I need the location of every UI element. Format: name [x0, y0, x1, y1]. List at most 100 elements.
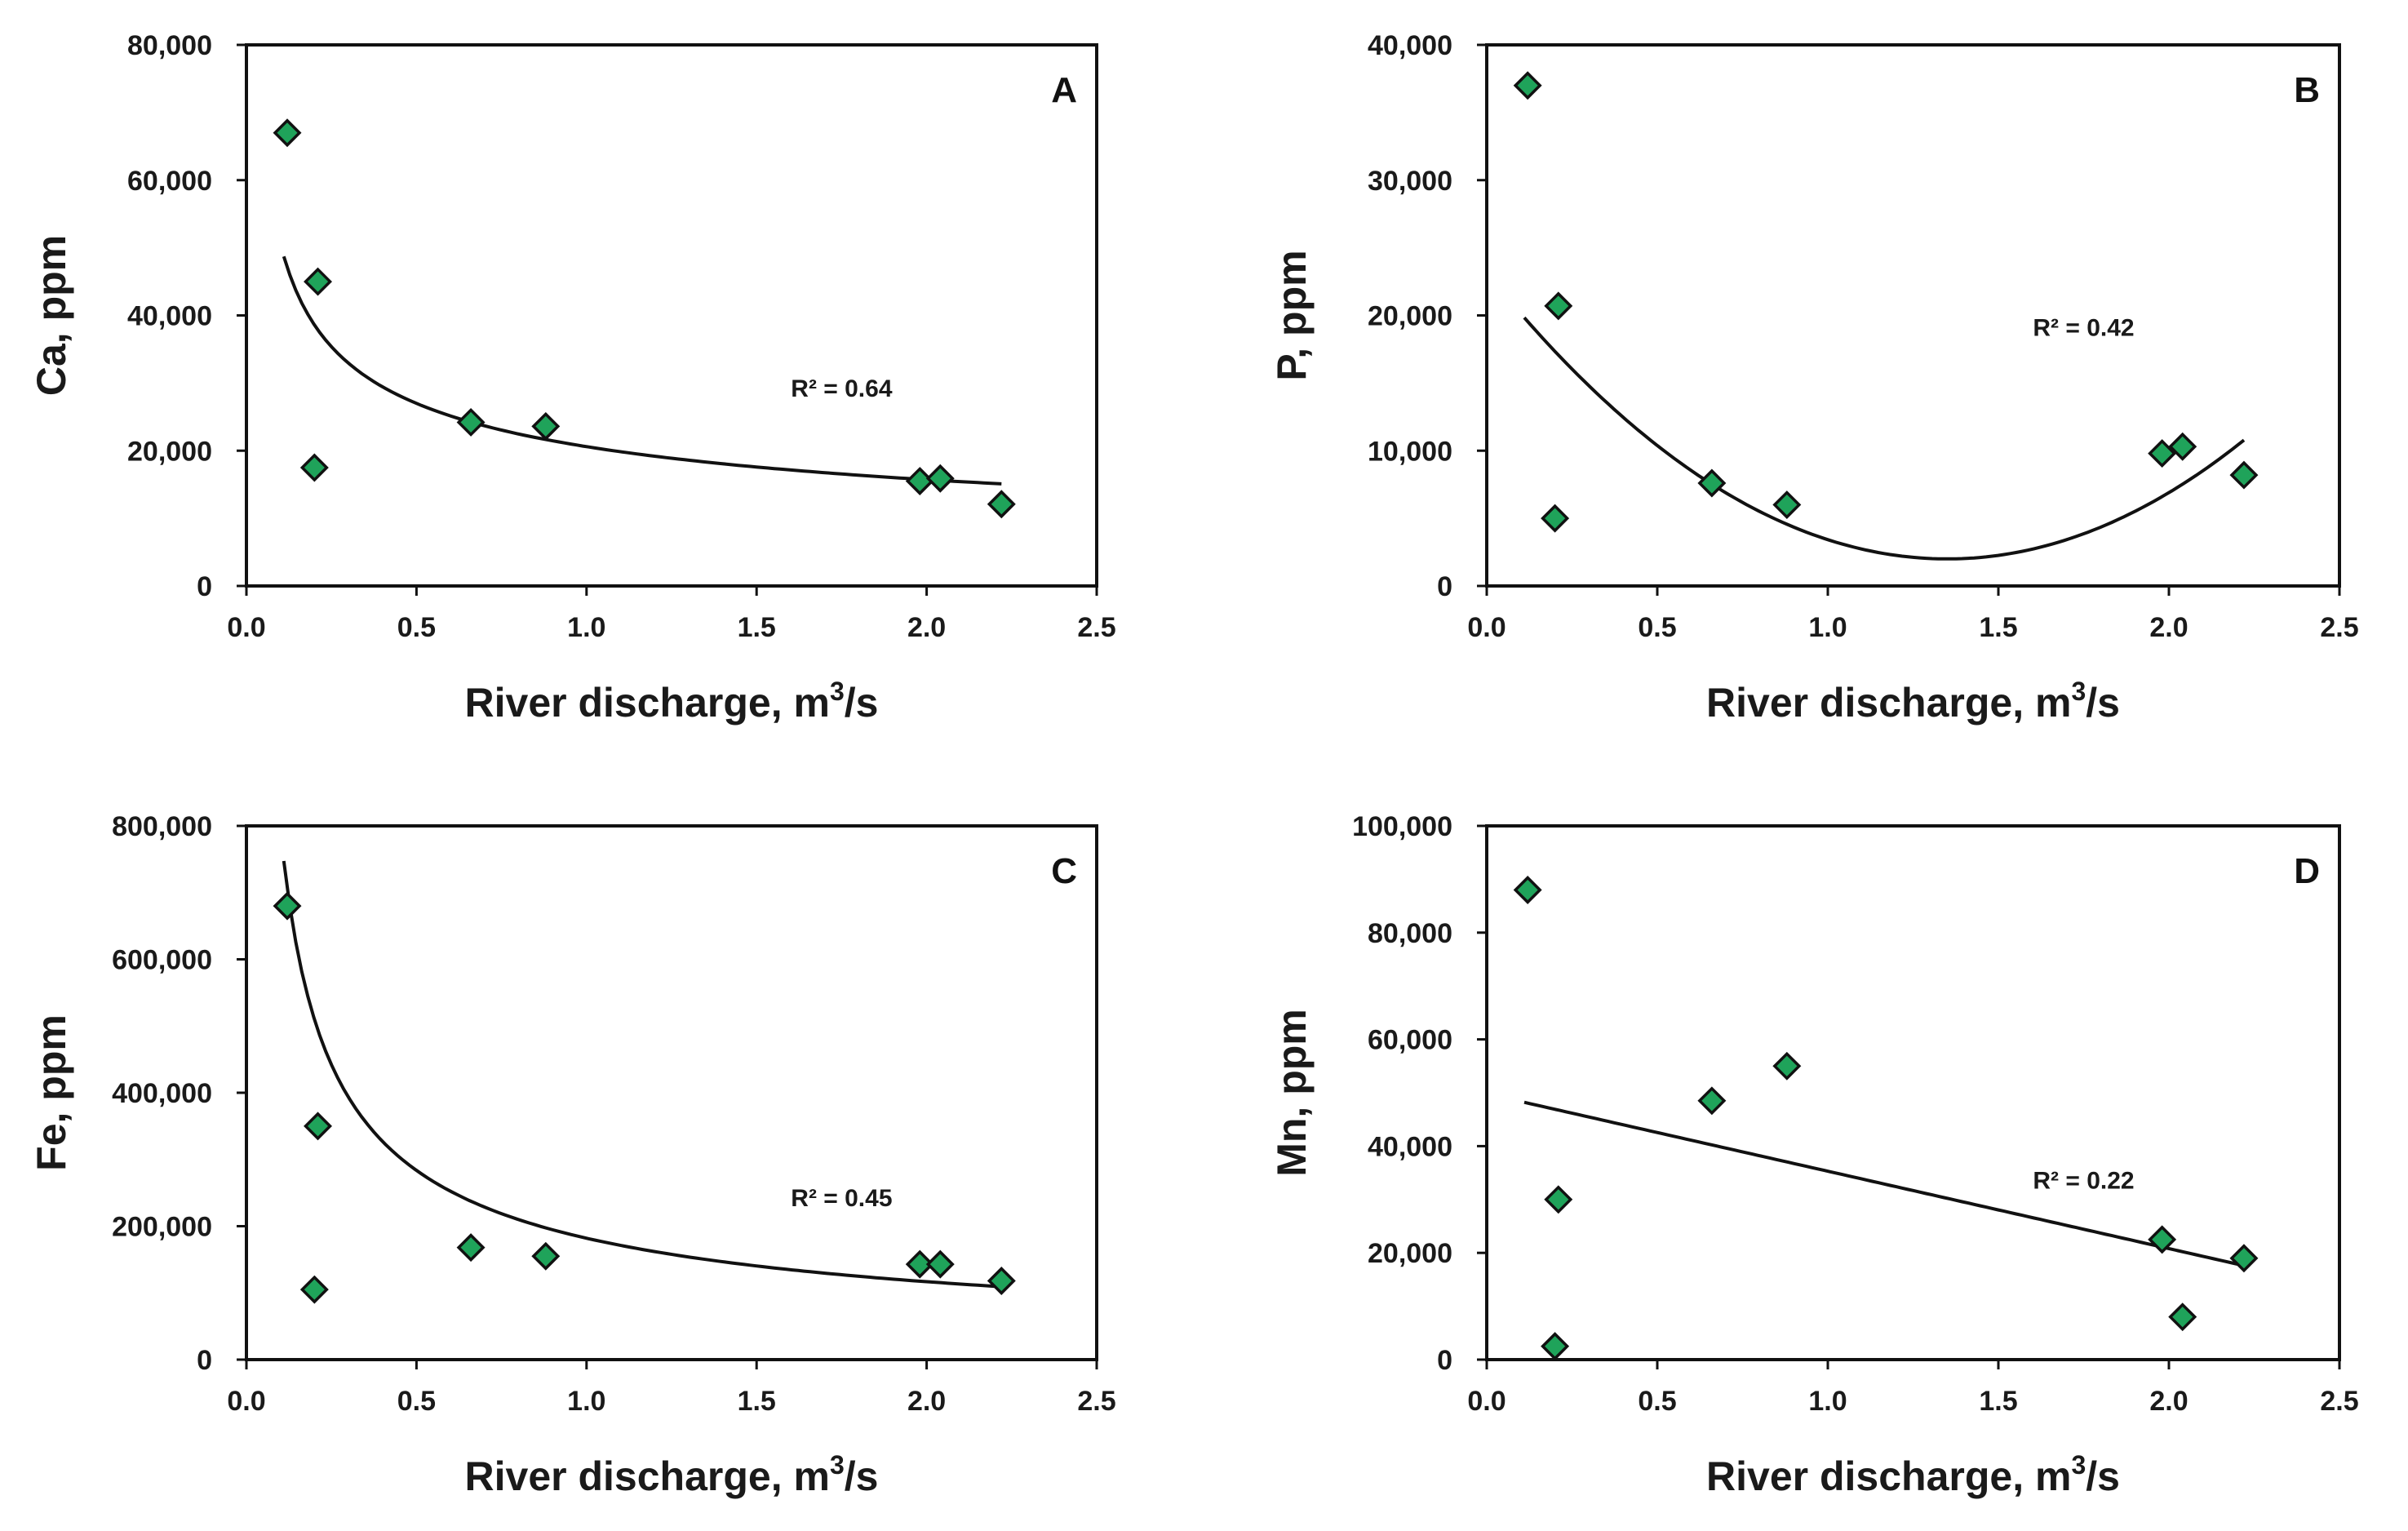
- x-axis-title-superscript: 3: [2071, 1450, 2086, 1480]
- data-point: [2148, 1225, 2177, 1254]
- chart-panel-b: 0.0 0.5 1.0 1.5 2.0 2.5 0 10,000 20,000 30,000 40,…: [1269, 30, 2359, 726]
- panel-letter: C: [1051, 851, 1077, 891]
- data-point: [1544, 291, 1573, 321]
- y-tick-label: 80,000: [1368, 918, 1452, 949]
- plot-area: [245, 824, 1098, 1361]
- data-point: [1513, 876, 1542, 904]
- x-tick-label: 2.5: [2320, 612, 2358, 643]
- x-tick-label: 2.0: [907, 1386, 946, 1417]
- y-tick-label: 0: [1437, 1345, 1452, 1376]
- y-tick-label: 40,000: [127, 301, 212, 332]
- x-tick-label: 2.5: [1077, 612, 1115, 643]
- data-point: [1697, 468, 1727, 498]
- data-point: [987, 490, 1016, 519]
- y-tick-label: 40,000: [1368, 1131, 1452, 1162]
- y-tick-label: 200,000: [112, 1212, 212, 1243]
- x-tick-label: 2.0: [907, 612, 946, 643]
- x-axis-title-unit: /s: [845, 1453, 879, 1499]
- x-tick-label: 2.0: [2149, 612, 2188, 643]
- data-point: [304, 267, 333, 296]
- data-point: [925, 464, 955, 493]
- x-tick-label: 1.5: [738, 1386, 776, 1417]
- chart-panel-c: 0.0 0.5 1.0 1.5 2.0 2.5 0 200,000 400,000 600,000…: [29, 811, 1116, 1499]
- x-axis-title: River discharge, m3/s: [465, 1450, 879, 1499]
- data-point: [456, 1233, 486, 1263]
- x-axis-title-superscript: 3: [830, 677, 845, 706]
- x-axis-title-unit: /s: [845, 680, 879, 726]
- x-tick-label: 0.5: [1638, 1386, 1676, 1417]
- panel-letter: B: [2294, 70, 2320, 110]
- x-axis-title-main: River discharge, m: [1706, 680, 2071, 726]
- y-tick-label: 0: [197, 1345, 212, 1376]
- chart-panel-a: 0.0 0.5 1.0 1.5 2.0 2.5 0 20,000 40,000 60,000 80,…: [29, 30, 1116, 726]
- plot-area: [245, 43, 1098, 588]
- x-tick-label: 0.0: [227, 612, 265, 643]
- x-tick-label: 1.0: [1808, 1386, 1847, 1417]
- y-tick-label: 80,000: [127, 30, 212, 61]
- data-point: [1541, 1332, 1570, 1361]
- data-point: [273, 118, 302, 148]
- data-point: [2168, 1302, 2197, 1332]
- data-point: [925, 1249, 955, 1279]
- data-point: [905, 1249, 934, 1279]
- data-point: [1513, 71, 1542, 100]
- y-tick-label: 100,000: [1352, 811, 1452, 842]
- r-squared-label: R² = 0.45: [791, 1185, 892, 1212]
- x-tick-label: 1.5: [1979, 612, 2017, 643]
- y-axis-title: P, ppm: [1269, 250, 1315, 380]
- x-axis-title: River discharge, m3/s: [1706, 677, 2120, 726]
- y-tick-label: 60,000: [127, 166, 212, 197]
- x-axis-title-main: River discharge, m: [1706, 1453, 2071, 1499]
- x-tick-label: 1.0: [1808, 612, 1847, 643]
- x-axis-title-unit: /s: [2086, 680, 2120, 726]
- data-point: [531, 1241, 561, 1271]
- data-point: [531, 411, 561, 441]
- x-tick-label: 0.0: [1467, 1386, 1506, 1417]
- x-tick-label: 1.5: [1979, 1386, 2017, 1417]
- y-tick-label: 800,000: [112, 811, 212, 842]
- r-squared-label: R² = 0.42: [2033, 314, 2134, 341]
- data-point: [2229, 460, 2259, 490]
- r-squared-label: R² = 0.64: [791, 375, 893, 402]
- data-point: [456, 407, 486, 437]
- data-point: [304, 1112, 333, 1141]
- plot-area: [1485, 43, 2341, 588]
- trendline: [1523, 316, 2246, 561]
- x-axis-title: River discharge, m3/s: [1706, 1450, 2120, 1499]
- y-tick-label: 0: [197, 571, 212, 602]
- data-point: [1697, 1086, 1727, 1116]
- data-point: [1544, 1185, 1573, 1214]
- data-point: [273, 891, 302, 921]
- x-tick-label: 1.0: [567, 612, 605, 643]
- x-axis-title-main: River discharge, m: [465, 1453, 830, 1499]
- y-tick-label: 20,000: [127, 436, 212, 467]
- x-tick-label: 2.0: [2149, 1386, 2188, 1417]
- x-tick-label: 0.5: [1638, 612, 1676, 643]
- data-point: [299, 453, 329, 482]
- x-tick-label: 1.0: [567, 1386, 605, 1417]
- x-tick-label: 2.5: [1077, 1386, 1115, 1417]
- x-tick-label: 0.0: [1467, 612, 1506, 643]
- data-point: [1772, 1051, 1802, 1081]
- data-point: [1541, 504, 1570, 533]
- trendline: [1523, 1100, 2245, 1267]
- y-axis-title: Mn, ppm: [1269, 1009, 1315, 1177]
- x-tick-label: 2.5: [2320, 1386, 2358, 1417]
- data-point: [1772, 490, 1802, 520]
- data-point: [299, 1275, 329, 1304]
- chart-panel-d: 0.0 0.5 1.0 1.5 2.0 2.5 0 20,000 40,000 60,000 80,…: [1269, 811, 2359, 1499]
- data-point: [2229, 1244, 2259, 1273]
- panel-letter: A: [1051, 70, 1077, 110]
- y-tick-label: 20,000: [1368, 301, 1452, 332]
- data-point: [2148, 439, 2177, 468]
- x-axis-title-main: River discharge, m: [465, 680, 830, 726]
- x-axis-title-unit: /s: [2086, 1453, 2120, 1499]
- plot-area: [1485, 824, 2341, 1361]
- trendline: [282, 255, 1002, 486]
- x-axis-title-superscript: 3: [830, 1450, 845, 1480]
- y-tick-label: 400,000: [112, 1078, 212, 1109]
- y-tick-label: 40,000: [1368, 30, 1452, 61]
- y-tick-label: 0: [1437, 571, 1452, 602]
- y-axis-title: Fe, ppm: [29, 1014, 74, 1171]
